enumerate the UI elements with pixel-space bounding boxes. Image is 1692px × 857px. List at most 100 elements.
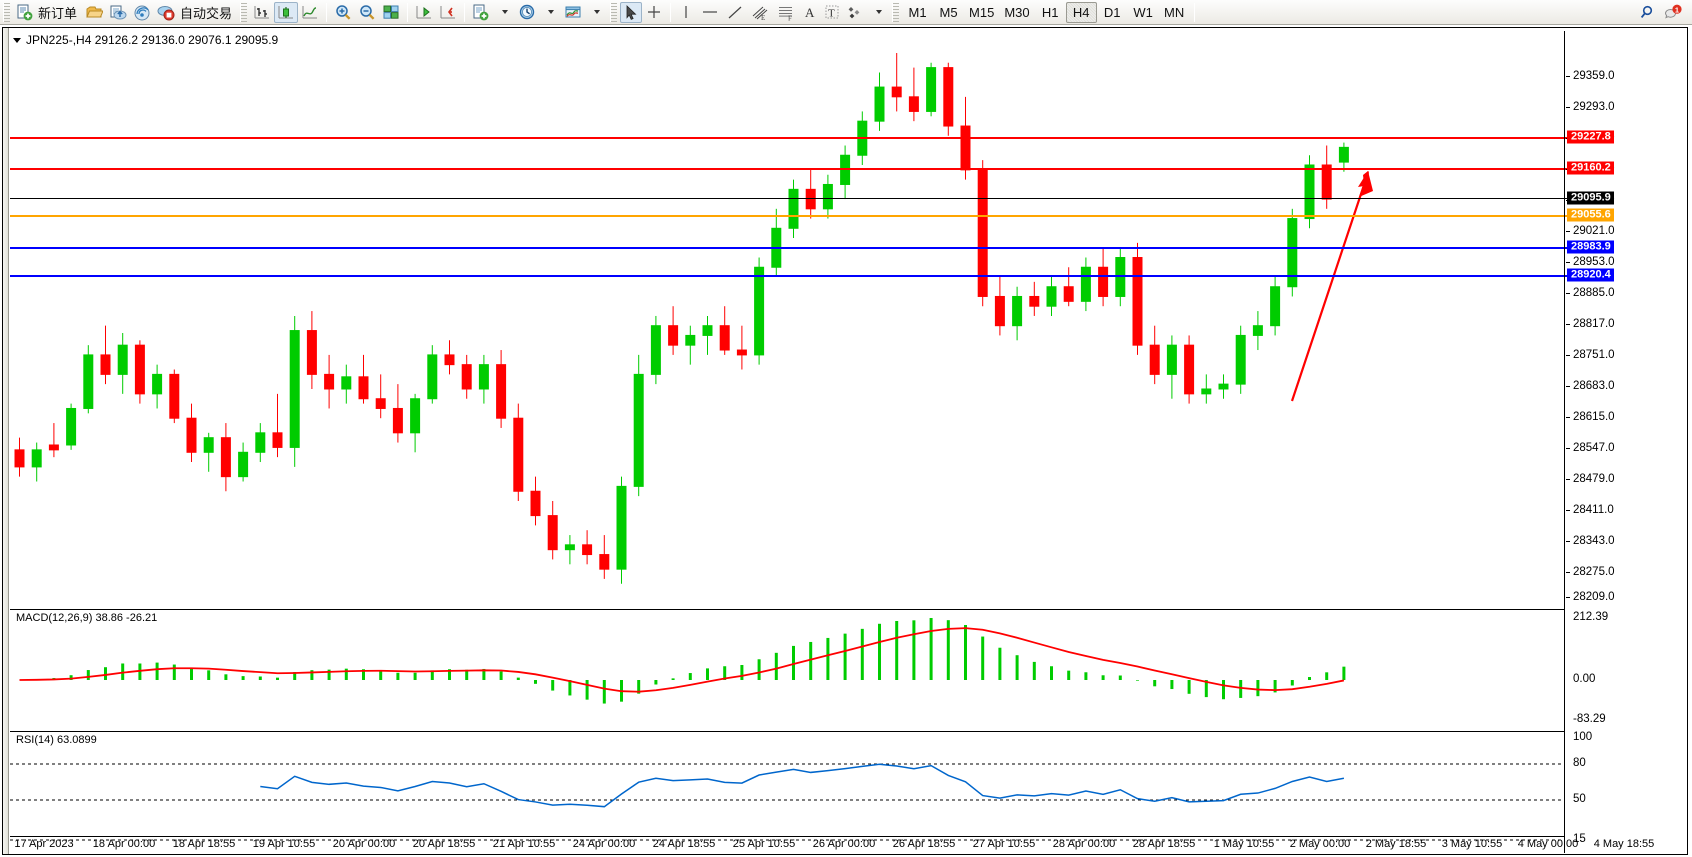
timeframe-m15[interactable]: M15 [964,2,999,23]
auto-scroll-button[interactable] [436,2,460,23]
alerts-button[interactable]: 1 [1660,2,1686,23]
candle-body [186,417,197,453]
price-tick: 28479.0 [1566,473,1615,485]
vertical-line-icon [685,5,687,18]
timeframe-m30[interactable]: M30 [999,2,1034,23]
candle-body [1132,257,1143,346]
period-button[interactable] [515,2,539,23]
candle-body [1184,344,1195,395]
candle-body [650,325,661,375]
timeframe-m5[interactable]: M5 [933,2,964,23]
zoom-in-icon [336,4,351,20]
candle-body [685,334,696,346]
timeframe-h4[interactable]: H4 [1065,1,1097,23]
chart-shift-button[interactable] [412,2,436,23]
crosshair-button[interactable] [642,2,666,23]
timeframe-d1[interactable]: D1 [1097,2,1128,23]
chevron-down-icon [548,10,555,14]
trendline-button[interactable] [723,2,747,23]
toolbar-grip-3[interactable] [610,2,618,22]
price-tick: 28751.0 [1566,349,1615,361]
horizontal-line-button[interactable] [697,2,723,23]
candle-body [788,188,799,229]
add-indicator-button[interactable] [469,2,493,23]
candle-body [444,354,455,366]
new-order-label: 新订单 [38,5,78,21]
tile-windows-button[interactable] [379,2,403,23]
new-order-button[interactable]: 新订单 [13,2,82,23]
auto-trading-button[interactable]: 自动交易 [154,2,237,23]
timeframe-mn[interactable]: MN [1159,2,1190,23]
text-button[interactable]: A [799,2,821,23]
fibonacci-button[interactable]: F [773,2,799,23]
templates-button[interactable] [561,2,585,23]
line-chart-button[interactable] [298,2,322,23]
price-level-badge-support-2[interactable]: 28920.4 [1567,268,1614,282]
candle-body [513,417,524,492]
macd-pane[interactable]: MACD(12,26,9) 38.86 -26.21 [10,609,1564,728]
folder-icon [86,6,104,17]
toolbar-grip-4[interactable] [892,2,900,22]
search-button[interactable] [1636,2,1660,23]
candle-body [152,373,163,395]
folder-button[interactable] [82,2,106,23]
toolbar-separator-3 [464,2,466,22]
bar-chart-icon [254,5,270,18]
candle-body [169,373,180,419]
price-level-badge-support-1[interactable]: 28983.9 [1567,240,1614,254]
candle-body [668,325,679,346]
candle-body [874,86,885,122]
equidistant-channel-button[interactable]: E [747,2,773,23]
candlestick-chart-button[interactable] [274,1,299,23]
price-level-badge-resistance-2[interactable]: 29227.8 [1567,130,1614,144]
timeframe-label: W1 [1133,4,1153,20]
chevron-down-icon[interactable] [13,37,21,43]
candle-body [1304,164,1315,220]
price-level-badge-last-price[interactable]: 29095.9 [1567,191,1614,205]
candle-body [31,449,42,468]
new-order-icon [17,4,33,20]
price-scale[interactable]: 29359.029293.029227.029160.029095.029021… [1564,31,1686,853]
price-level-badge-resistance-1[interactable]: 29160.2 [1567,161,1614,175]
add-indicator-dropdown[interactable] [493,2,515,23]
time-tick: 4 May 00:00 [1517,838,1579,850]
chart-shift-icon [416,5,432,18]
zoom-out-button[interactable] [355,2,379,23]
candle-body [702,325,713,336]
toolbar-grip-1[interactable] [3,2,10,22]
objects-button[interactable] [843,2,867,23]
bar-chart-button[interactable] [250,2,274,23]
candle-body [822,183,833,210]
rsi-pane[interactable]: RSI(14) 63.0899 [10,731,1564,853]
candle-body [719,325,730,351]
auto-trading-label: 自动交易 [180,5,233,21]
candle-body [478,364,489,390]
zoom-in-button[interactable] [331,2,355,23]
candle-body [306,330,317,375]
cursor-button[interactable] [620,1,643,23]
toolbar-grip-2[interactable] [240,2,248,22]
chevron-down-icon [876,10,883,14]
signal-button[interactable] [130,2,154,23]
period-dropdown[interactable] [539,2,561,23]
timeframe-label: M15 [969,4,995,20]
candle-body [255,432,266,453]
objects-dropdown[interactable] [867,2,889,23]
timeframe-w1[interactable]: W1 [1128,2,1159,23]
templates-dropdown[interactable] [585,2,607,23]
time-scale[interactable]: 17 Apr 2023 18 Apr 00:00 18 Apr 18:55 19 Ap… [10,836,1654,852]
macd-scale-label: -83.29 [1573,713,1606,725]
candle-body [289,330,300,448]
chart-scroll-strip[interactable] [3,28,9,854]
timeframe-m1[interactable]: M1 [902,2,933,23]
upload-cloud-button[interactable] [106,2,130,23]
candle-body [633,373,644,487]
candle-body [48,444,59,451]
timeframe-h1[interactable]: H1 [1035,2,1066,23]
price-pane[interactable] [10,31,1576,598]
price-level-badge-order-level[interactable]: 29055.6 [1567,208,1614,222]
vertical-line-button[interactable] [675,2,697,23]
time-tick: 28 Apr 00:00 [1052,838,1116,850]
text-label-button[interactable]: T [821,2,843,23]
price-tick: 28817.0 [1566,318,1615,330]
